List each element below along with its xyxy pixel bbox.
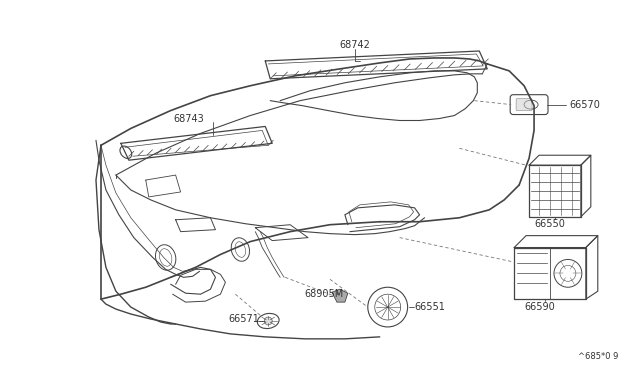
Text: 66570: 66570: [569, 100, 600, 110]
Text: 68742: 68742: [339, 40, 371, 50]
Text: 68743: 68743: [173, 113, 204, 124]
FancyBboxPatch shape: [516, 99, 532, 110]
Text: 66551: 66551: [415, 302, 445, 312]
Text: ^685*0 9: ^685*0 9: [579, 352, 619, 361]
Text: 68905M: 68905M: [304, 289, 343, 299]
Circle shape: [264, 317, 272, 325]
Polygon shape: [332, 289, 348, 302]
Text: 66571: 66571: [228, 314, 259, 324]
Text: 66550: 66550: [534, 219, 565, 229]
Text: 66590: 66590: [524, 302, 555, 312]
